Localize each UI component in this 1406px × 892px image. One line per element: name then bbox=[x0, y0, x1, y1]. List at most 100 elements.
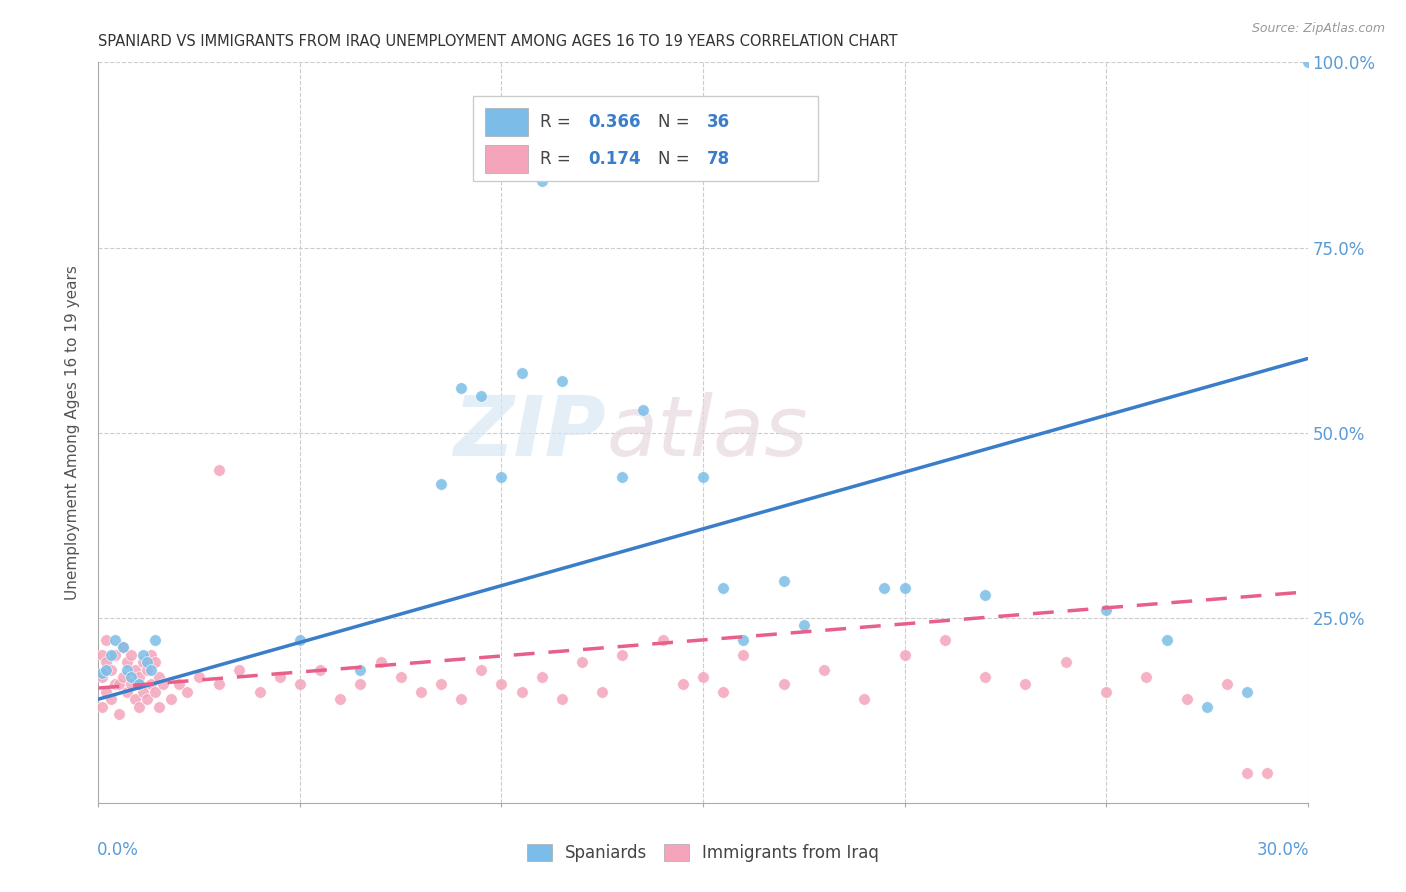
Point bbox=[111, 640, 134, 655]
Point bbox=[450, 381, 472, 395]
Point bbox=[1014, 677, 1036, 691]
Legend: Spaniards, Immigrants from Iraq: Spaniards, Immigrants from Iraq bbox=[520, 837, 886, 869]
Point bbox=[873, 581, 896, 595]
Point bbox=[208, 677, 231, 691]
Point bbox=[143, 632, 166, 647]
Point bbox=[1216, 677, 1239, 691]
Point bbox=[139, 677, 162, 691]
Point bbox=[772, 574, 794, 588]
Point bbox=[672, 677, 695, 691]
Point bbox=[91, 670, 114, 684]
Point bbox=[152, 677, 174, 691]
Point bbox=[370, 655, 392, 669]
Point bbox=[409, 685, 432, 699]
Point bbox=[1095, 603, 1118, 617]
Point bbox=[651, 632, 673, 647]
Point bbox=[103, 648, 125, 662]
Point bbox=[228, 663, 250, 677]
Point bbox=[100, 663, 122, 677]
Point bbox=[430, 677, 453, 691]
Point bbox=[96, 632, 118, 647]
Point bbox=[1195, 699, 1218, 714]
Point bbox=[208, 462, 231, 476]
Point bbox=[793, 618, 815, 632]
Text: 78: 78 bbox=[707, 151, 730, 169]
Point bbox=[551, 374, 574, 388]
Point bbox=[135, 663, 157, 677]
Text: SPANIARD VS IMMIGRANTS FROM IRAQ UNEMPLOYMENT AMONG AGES 16 TO 19 YEARS CORRELAT: SPANIARD VS IMMIGRANTS FROM IRAQ UNEMPLO… bbox=[98, 34, 898, 49]
Point bbox=[510, 367, 533, 381]
Point bbox=[91, 648, 114, 662]
Point bbox=[139, 648, 162, 662]
Point bbox=[612, 648, 634, 662]
Point bbox=[115, 685, 138, 699]
Point bbox=[430, 477, 453, 491]
Point bbox=[1156, 632, 1178, 647]
Point bbox=[132, 648, 155, 662]
Point bbox=[389, 670, 412, 684]
Point bbox=[733, 648, 755, 662]
Text: 30.0%: 30.0% bbox=[1257, 840, 1309, 859]
Point bbox=[143, 655, 166, 669]
Point bbox=[269, 670, 291, 684]
Point bbox=[974, 589, 997, 603]
Point bbox=[111, 640, 134, 655]
Text: atlas: atlas bbox=[606, 392, 808, 473]
Point bbox=[124, 692, 146, 706]
Text: ZIP: ZIP bbox=[454, 392, 606, 473]
Point bbox=[176, 685, 198, 699]
Point bbox=[450, 692, 472, 706]
Text: R =: R = bbox=[540, 151, 576, 169]
Point bbox=[309, 663, 332, 677]
Point bbox=[288, 677, 311, 691]
Point bbox=[1095, 685, 1118, 699]
Point bbox=[91, 666, 114, 681]
Point bbox=[893, 648, 915, 662]
Point bbox=[349, 663, 371, 677]
Text: N =: N = bbox=[658, 151, 695, 169]
Point bbox=[100, 648, 122, 662]
Point bbox=[160, 692, 183, 706]
Point bbox=[128, 670, 150, 684]
Point bbox=[1054, 655, 1077, 669]
Point bbox=[120, 648, 142, 662]
Y-axis label: Unemployment Among Ages 16 to 19 years: Unemployment Among Ages 16 to 19 years bbox=[65, 265, 80, 600]
FancyBboxPatch shape bbox=[474, 95, 818, 181]
Point bbox=[491, 470, 513, 484]
Point bbox=[571, 655, 593, 669]
Text: Source: ZipAtlas.com: Source: ZipAtlas.com bbox=[1251, 22, 1385, 36]
Point bbox=[1135, 670, 1157, 684]
Point bbox=[470, 663, 492, 677]
Point bbox=[591, 685, 613, 699]
Point bbox=[530, 670, 553, 684]
Point bbox=[128, 699, 150, 714]
Point bbox=[1256, 766, 1278, 780]
Point bbox=[934, 632, 956, 647]
Point bbox=[107, 706, 129, 721]
Point bbox=[143, 685, 166, 699]
Point bbox=[128, 677, 150, 691]
Point bbox=[813, 663, 835, 677]
Point bbox=[612, 470, 634, 484]
Point bbox=[188, 670, 211, 684]
Bar bbox=[485, 145, 527, 173]
Point bbox=[288, 632, 311, 647]
Point bbox=[1296, 55, 1319, 70]
Point bbox=[893, 581, 915, 595]
Bar bbox=[485, 108, 527, 136]
Point bbox=[91, 699, 114, 714]
Point bbox=[124, 663, 146, 677]
Point bbox=[115, 655, 138, 669]
Point bbox=[1236, 766, 1258, 780]
Point bbox=[111, 670, 134, 684]
Point bbox=[329, 692, 352, 706]
Text: R =: R = bbox=[540, 113, 576, 131]
Point bbox=[510, 685, 533, 699]
Point bbox=[692, 470, 714, 484]
Point bbox=[135, 692, 157, 706]
Point bbox=[100, 692, 122, 706]
Point bbox=[96, 685, 118, 699]
Point bbox=[103, 632, 125, 647]
Text: 0.0%: 0.0% bbox=[97, 840, 139, 859]
Point bbox=[853, 692, 876, 706]
